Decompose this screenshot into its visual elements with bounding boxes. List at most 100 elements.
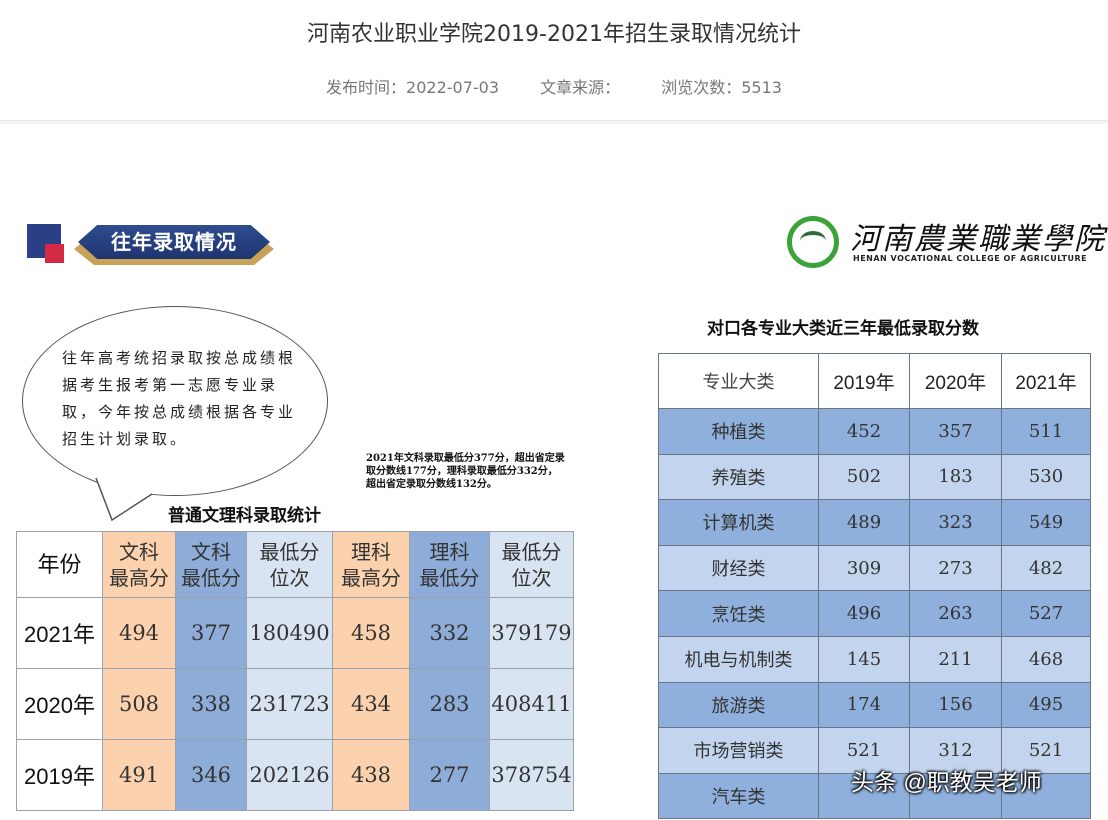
table-cell: 496 <box>818 590 910 637</box>
section-banner: 往年录取情况 <box>78 225 270 259</box>
book-icon <box>800 231 826 251</box>
table-cell: 338 <box>175 668 247 740</box>
bubble-text: 往年高考统招录取按总成绩根据考生报考第一志愿专业录取，今年按总成绩根据各专业招生… <box>62 349 297 448</box>
table-cell: 502 <box>818 453 910 501</box>
table-cell: 156 <box>909 681 1002 729</box>
table-cell: 273 <box>909 544 1002 592</box>
table-cell: 263 <box>909 590 1002 637</box>
category-cell: 市场营销类 <box>658 727 819 774</box>
table-row: 养殖类 502 183 530 <box>658 453 1091 501</box>
table-cell: 549 <box>1001 499 1091 546</box>
table-cell: 377 <box>175 597 247 669</box>
header-cell: 2020年 <box>909 353 1002 409</box>
table-row: 财经类 309 273 482 <box>658 544 1091 592</box>
table-cell: 312 <box>909 727 1002 774</box>
table-cell: 309 <box>818 544 910 592</box>
table-cell: 521 <box>818 727 910 774</box>
category-cell: 财经类 <box>658 544 819 592</box>
table-cell: 183 <box>909 453 1002 501</box>
table-cell: 379179 <box>489 597 574 669</box>
table-cell: 202126 <box>246 739 333 811</box>
publish-date: 发布时间：2022-07-03 <box>326 78 500 97</box>
table-cell: 438 <box>332 739 410 811</box>
table-row: 市场营销类 521 312 521 <box>658 727 1091 774</box>
table-cell: 283 <box>409 668 490 740</box>
table-cell: 180490 <box>246 597 333 669</box>
table-row: 机电与机制类 145 211 468 <box>658 635 1091 683</box>
table-cell: 521 <box>1001 727 1091 774</box>
category-cell: 种植类 <box>658 408 819 455</box>
header-cell: 理科 最低分 <box>409 531 490 598</box>
table-cell: 491 <box>102 739 176 811</box>
header-cell: 文科 最低分 <box>175 531 247 598</box>
table-row: 种植类 452 357 511 <box>658 408 1091 455</box>
watermark: 头条 @职教吴老师 <box>851 769 1042 795</box>
table-row: 汽车类 <box>658 772 1091 820</box>
article-title: 河南农业职业学院2019-2021年招生录取情况统计 <box>307 22 801 47</box>
table-cell: 211 <box>909 635 1002 683</box>
category-cell: 烹饪类 <box>658 590 819 637</box>
liberal-science-table: 年份 文科 最高分 文科 最低分 最低分 位次 理科 最高分 理科 最低分 最低分 位次 2… <box>16 531 574 811</box>
article-header: 河南农业职业学院2019-2021年招生录取情况统计 发布时间：2022-07-… <box>0 0 1108 121</box>
year-cell: 2019年 <box>16 739 103 811</box>
table-cell: 508 <box>102 668 176 740</box>
table-cell: 482 <box>1001 544 1091 592</box>
category-cell: 计算机类 <box>658 499 819 546</box>
table-cell: 332 <box>409 597 490 669</box>
table-cell: 434 <box>332 668 410 740</box>
header-cell: 年份 <box>16 531 103 598</box>
table-cell: 323 <box>909 499 1002 546</box>
table-cell: 452 <box>818 408 910 455</box>
table-header-row: 专业大类 2019年 2020年 2021年 <box>658 353 1091 409</box>
table-cell <box>1001 772 1091 820</box>
table-row: 2019年 491 346 202126 438 277 378754 <box>16 739 574 811</box>
college-logo-icon <box>787 216 839 268</box>
college-name-cn: 河南農業職業學院 <box>850 222 1106 257</box>
table-cell: 527 <box>1001 590 1091 637</box>
table-cell: 489 <box>818 499 910 546</box>
table-cell: 511 <box>1001 408 1091 455</box>
table-row: 烹饪类 496 263 527 <box>658 590 1091 637</box>
category-cell: 旅游类 <box>658 681 819 729</box>
table-row: 2021年 494 377 180490 458 332 379179 <box>16 597 574 669</box>
speech-bubble <box>22 306 328 496</box>
table-cell: 174 <box>818 681 910 729</box>
header-cell: 最低分 位次 <box>246 531 333 598</box>
vocational-scores-table: 专业大类 2019年 2020年 2021年 种植类 452 357 511 养… <box>658 353 1091 820</box>
header-cell: 理科 最高分 <box>332 531 410 598</box>
table-cell: 357 <box>909 408 1002 455</box>
table-cell: 408411 <box>489 668 574 740</box>
table-cell: 231723 <box>246 668 333 740</box>
article-source: 文章来源： <box>540 78 621 97</box>
right-table-title: 对口各专业大类近三年最低录取分数 <box>707 319 979 339</box>
college-name-en: HENAN VOCATIONAL COLLEGE OF AGRICULTURE <box>853 254 1088 263</box>
table-cell: 277 <box>409 739 490 811</box>
category-cell: 汽车类 <box>658 772 819 820</box>
article-meta: 发布时间：2022-07-03 文章来源： 浏览次数：5513 <box>0 74 1108 98</box>
category-cell: 机电与机制类 <box>658 635 819 683</box>
header-cell: 2021年 <box>1001 353 1091 409</box>
table-row: 旅游类 174 156 495 <box>658 681 1091 729</box>
table-cell: 378754 <box>489 739 574 811</box>
header-cell: 最低分 位次 <box>489 531 574 598</box>
decor-square-red <box>45 244 64 263</box>
table-cell: 495 <box>1001 681 1091 729</box>
table-cell <box>909 772 1002 820</box>
table-cell <box>818 772 910 820</box>
header-cell: 2019年 <box>818 353 910 409</box>
year-cell: 2020年 <box>16 668 103 740</box>
year-cell: 2021年 <box>16 597 103 669</box>
left-table-title: 普通文理科录取统计 <box>168 506 321 526</box>
table-cell: 530 <box>1001 453 1091 501</box>
table-row: 2020年 508 338 231723 434 283 408411 <box>16 668 574 740</box>
category-cell: 养殖类 <box>658 453 819 501</box>
score-note: 2021年文科录取最低分377分，超出省定录取分数线177分，理科录取最低分33… <box>366 453 565 490</box>
view-count: 浏览次数：5513 <box>661 78 782 97</box>
table-cell: 458 <box>332 597 410 669</box>
table-header-row: 年份 文科 最高分 文科 最低分 最低分 位次 理科 最高分 理科 最低分 最低分 位次 <box>16 531 574 598</box>
table-cell: 494 <box>102 597 176 669</box>
table-cell: 145 <box>818 635 910 683</box>
table-row: 计算机类 489 323 549 <box>658 499 1091 546</box>
header-cell: 文科 最高分 <box>102 531 176 598</box>
table-cell: 468 <box>1001 635 1091 683</box>
